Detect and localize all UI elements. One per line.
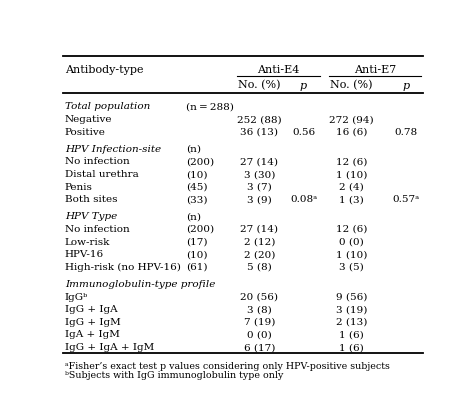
Text: (33): (33) xyxy=(186,195,208,204)
Text: 2 (13): 2 (13) xyxy=(336,317,367,326)
Text: IgG + IgA + IgM: IgG + IgA + IgM xyxy=(65,342,154,351)
Text: IgG + IgA: IgG + IgA xyxy=(65,304,118,313)
Text: 3 (5): 3 (5) xyxy=(339,262,364,271)
Text: (n = 288): (n = 288) xyxy=(186,102,234,111)
Text: Negative: Negative xyxy=(65,115,112,124)
Text: 5 (8): 5 (8) xyxy=(247,262,272,271)
Text: 1 (6): 1 (6) xyxy=(339,342,364,351)
Text: 6 (17): 6 (17) xyxy=(244,342,275,351)
Text: HPV-16: HPV-16 xyxy=(65,249,104,258)
Text: 1 (3): 1 (3) xyxy=(339,195,364,204)
Text: 7 (19): 7 (19) xyxy=(244,317,275,326)
Text: 3 (9): 3 (9) xyxy=(247,195,272,204)
Text: 252 (88): 252 (88) xyxy=(237,115,282,124)
Text: 3 (19): 3 (19) xyxy=(336,304,367,313)
Text: (200): (200) xyxy=(186,225,214,234)
Text: 27 (14): 27 (14) xyxy=(240,225,278,234)
Text: 0.08ᵃ: 0.08ᵃ xyxy=(290,195,317,204)
Text: Anti-E4: Anti-E4 xyxy=(257,65,300,75)
Text: Low-risk: Low-risk xyxy=(65,237,110,246)
Text: 3 (7): 3 (7) xyxy=(247,182,272,191)
Text: 2 (12): 2 (12) xyxy=(244,237,275,246)
Text: (10): (10) xyxy=(186,170,208,179)
Text: 2 (4): 2 (4) xyxy=(339,182,364,191)
Text: 2 (20): 2 (20) xyxy=(244,249,275,258)
Text: HPV Infection-site: HPV Infection-site xyxy=(65,144,161,153)
Text: (n): (n) xyxy=(186,212,201,221)
Text: HPV Type: HPV Type xyxy=(65,212,117,221)
Text: 20 (56): 20 (56) xyxy=(240,292,278,301)
Text: 0.78: 0.78 xyxy=(395,128,418,136)
Text: 12 (6): 12 (6) xyxy=(336,157,367,166)
Text: No. (%): No. (%) xyxy=(238,80,281,90)
Text: Antibody-type: Antibody-type xyxy=(65,65,143,75)
Text: 3 (8): 3 (8) xyxy=(247,304,272,313)
Text: ᵇSubjects with IgG immunoglobulin type only: ᵇSubjects with IgG immunoglobulin type o… xyxy=(65,371,283,380)
Text: 12 (6): 12 (6) xyxy=(336,225,367,234)
Text: Immunoglobulin-type profile: Immunoglobulin-type profile xyxy=(65,279,215,288)
Text: 3 (30): 3 (30) xyxy=(244,170,275,179)
Text: 27 (14): 27 (14) xyxy=(240,157,278,166)
Text: 36 (13): 36 (13) xyxy=(240,128,278,136)
Text: 1 (6): 1 (6) xyxy=(339,330,364,339)
Text: ᵃFisher’s exact test p values considering only HPV-positive subjects: ᵃFisher’s exact test p values considerin… xyxy=(65,361,390,370)
Text: 0.57ᵃ: 0.57ᵃ xyxy=(393,195,420,204)
Text: Anti-E7: Anti-E7 xyxy=(354,65,396,75)
Text: Penis: Penis xyxy=(65,182,92,191)
Text: 9 (56): 9 (56) xyxy=(336,292,367,301)
Text: (200): (200) xyxy=(186,157,214,166)
Text: IgG + IgM: IgG + IgM xyxy=(65,317,120,326)
Text: p: p xyxy=(300,80,307,90)
Text: No infection: No infection xyxy=(65,225,129,234)
Text: Both sites: Both sites xyxy=(65,195,117,204)
Text: Positive: Positive xyxy=(65,128,106,136)
Text: IgA + IgM: IgA + IgM xyxy=(65,330,119,339)
Text: p: p xyxy=(403,80,410,90)
Text: 0 (0): 0 (0) xyxy=(339,237,364,246)
Text: (17): (17) xyxy=(186,237,208,246)
Text: (61): (61) xyxy=(186,262,208,271)
Text: (45): (45) xyxy=(186,182,208,191)
Text: 0 (0): 0 (0) xyxy=(247,330,272,339)
Text: 0.56: 0.56 xyxy=(292,128,315,136)
Text: (10): (10) xyxy=(186,249,208,258)
Text: Distal urethra: Distal urethra xyxy=(65,170,138,179)
Text: High-risk (no HPV-16): High-risk (no HPV-16) xyxy=(65,262,181,271)
Text: Total population: Total population xyxy=(65,102,150,111)
Text: No infection: No infection xyxy=(65,157,129,166)
Text: IgGᵇ: IgGᵇ xyxy=(65,292,88,301)
Text: 272 (94): 272 (94) xyxy=(329,115,374,124)
Text: 1 (10): 1 (10) xyxy=(336,170,367,179)
Text: No. (%): No. (%) xyxy=(330,80,373,90)
Text: 1 (10): 1 (10) xyxy=(336,249,367,258)
Text: 16 (6): 16 (6) xyxy=(336,128,367,136)
Text: (n): (n) xyxy=(186,144,201,153)
